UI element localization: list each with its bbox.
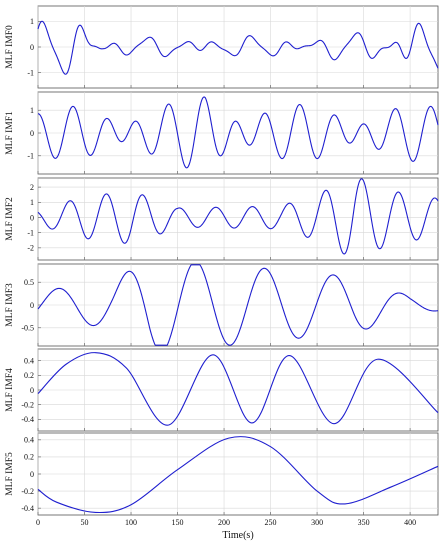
y-tick-label: -2: [27, 244, 34, 253]
series-line-imf4: [37, 352, 439, 426]
series-line-imf1: [37, 96, 439, 169]
panel-imf3: 0.5 0 -0.5 MLF IMF3: [5, 263, 439, 347]
y-axis-label: MLF IMF1: [5, 111, 15, 155]
y-tick-label: -0.2: [21, 400, 34, 409]
x-tick-label: 300: [311, 518, 323, 527]
series-line-imf3: [37, 264, 439, 346]
y-tick-label: 0: [30, 43, 34, 52]
x-tick-label: 150: [172, 518, 184, 527]
panel-imf4: 0.4 0.2 0 -0.2 -0.4 MLF IMF4: [5, 348, 439, 432]
y-tick-label: -0.2: [21, 487, 34, 496]
y-tick-label: 2: [30, 183, 34, 192]
series-line-imf2: [37, 178, 439, 255]
y-axis-label: MLF IMF0: [5, 25, 15, 69]
y-axis-label: MLF IMF2: [5, 197, 15, 241]
x-tick-label: 100: [125, 518, 137, 527]
panel-imf1: 1 0 -1 MLF IMF1: [5, 91, 439, 175]
y-tick-label: -1: [27, 68, 34, 77]
x-axis-label: Time(s): [222, 530, 253, 541]
y-tick-label: 0: [30, 213, 34, 222]
series-line-imf5: [37, 436, 439, 514]
y-tick-label: 0.2: [24, 371, 34, 380]
y-tick-label: 0: [30, 386, 34, 395]
y-tick-label: -1: [27, 152, 34, 161]
y-tick-label: -0.4: [21, 504, 34, 513]
y-axis-label: MLF IMF4: [5, 368, 15, 412]
y-tick-label: 0: [30, 470, 34, 479]
x-tick-label: 350: [358, 518, 370, 527]
y-tick-label: 0.2: [24, 453, 34, 462]
y-tick-label: -0.4: [21, 415, 34, 424]
x-tick-label: 200: [218, 518, 230, 527]
x-tick-label: 250: [265, 518, 277, 527]
y-axis-label: MLF IMF5: [5, 452, 15, 496]
panel-imf0: 1 0 -1 MLF IMF0: [5, 5, 439, 89]
y-tick-label: 0.5: [24, 278, 34, 287]
y-tick-label: 0: [30, 129, 34, 138]
panel-imf5: 0.4 0.2 0 -0.2 -0.4 MLF IMF5 0 50 100 150 200 250 30…: [5, 432, 439, 541]
y-tick-label: -1: [27, 228, 34, 237]
y-tick-label: -0.5: [21, 324, 34, 333]
x-tick-label: 0: [36, 518, 40, 527]
x-tick-label: 400: [404, 518, 416, 527]
y-tick-label: 0.4: [24, 357, 34, 366]
x-tick-label: 50: [81, 518, 89, 527]
y-tick-label: 0.4: [24, 436, 34, 445]
y-axis-label: MLF IMF3: [5, 283, 15, 327]
y-tick-label: 1: [30, 106, 34, 115]
series-line-imf0: [37, 20, 439, 75]
y-tick-label: 0: [30, 301, 34, 310]
y-tick-label: 1: [30, 17, 34, 26]
panel-imf2: 2 1 0 -1 -2 MLF IMF2: [5, 177, 439, 261]
y-tick-label: 1: [30, 198, 34, 207]
